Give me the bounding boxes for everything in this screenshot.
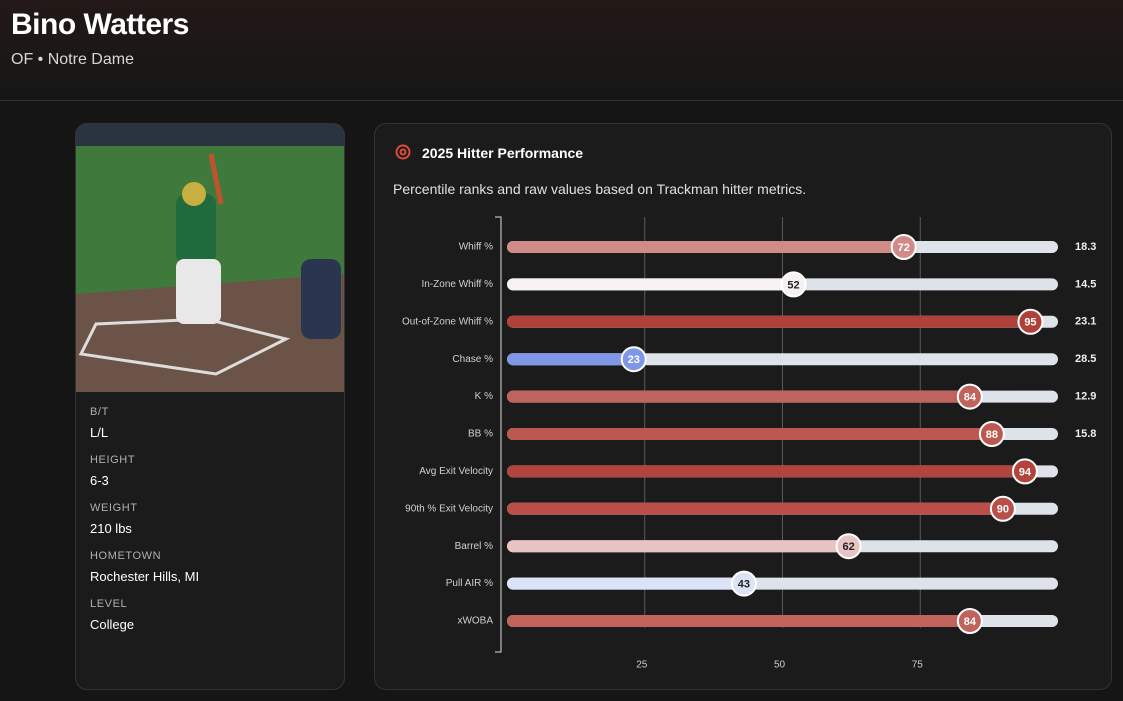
percentile-marker	[978, 421, 1005, 447]
category-label: Avg Exit Velocity	[419, 466, 493, 477]
raw-value: 15.8	[1075, 428, 1096, 440]
player-photo	[76, 124, 344, 392]
percentile-label: 94	[1019, 466, 1032, 478]
field-label: LEVEL	[90, 598, 128, 610]
percentile-marker	[780, 271, 807, 298]
bar	[507, 315, 1031, 328]
chart-subtitle: Percentile ranks and raw values based on…	[393, 181, 807, 197]
field-label: HEIGHT	[90, 454, 136, 466]
percentile-marker	[620, 346, 647, 373]
profile-card: B/T L/L HEIGHT 6-3 WEIGHT 210 lbs HOMETOWN Roch…	[75, 123, 345, 690]
profile-field: HOMETOWN Rochester Hills, MI	[90, 550, 199, 598]
percentile-marker	[1011, 458, 1038, 485]
raw-value: 14.5	[1075, 278, 1096, 290]
raw-value: 23.1	[1075, 316, 1096, 328]
percentile-label: 52	[787, 279, 799, 291]
bar	[507, 278, 794, 291]
field-value: Rochester Hills, MI	[90, 569, 200, 584]
percentile-label: 72	[898, 242, 910, 254]
x-tick-label: 75	[912, 660, 924, 671]
player-name: Bino Watters	[11, 8, 189, 41]
header: Bino Watters OF • Notre Dame	[0, 0, 1123, 101]
field-label: B/T	[90, 406, 109, 418]
x-tick-label: 25	[636, 660, 648, 671]
percentile-label: 88	[986, 429, 998, 441]
profile-fields: B/T L/L HEIGHT 6-3 WEIGHT 210 lbs HOMETOWN Roch…	[90, 406, 199, 646]
percentile-marker	[956, 608, 983, 634]
profile-field: LEVEL College	[90, 598, 199, 646]
percentile-label: 84	[964, 616, 977, 628]
bar	[507, 241, 904, 253]
bar	[507, 502, 1003, 515]
percentile-marker	[1017, 308, 1044, 335]
category-label: Out-of-Zone Whiff %	[402, 316, 493, 327]
chart-title: 2025 Hitter Performance	[422, 145, 584, 161]
profile-field: HEIGHT 6-3	[90, 454, 199, 502]
percentile-label: 43	[738, 579, 750, 591]
category-label: Barrel %	[455, 541, 493, 552]
bar	[507, 353, 634, 366]
bar	[507, 390, 970, 403]
percentile-marker	[956, 383, 983, 410]
category-label: 90th % Exit Velocity	[405, 503, 493, 514]
percentile-marker	[989, 495, 1016, 522]
percentile-label: 62	[842, 541, 854, 553]
field-value: 6-3	[90, 473, 109, 488]
bar	[507, 615, 970, 627]
field-label: HOMETOWN	[90, 550, 162, 562]
player-subtitle: OF • Notre Dame	[11, 51, 134, 68]
percentile-marker	[730, 570, 757, 597]
profile-field: WEIGHT 210 lbs	[90, 502, 199, 550]
target-icon	[395, 144, 411, 160]
raw-value: 28.5	[1075, 353, 1096, 365]
category-label: xWOBA	[457, 616, 493, 627]
category-label: Whiff %	[459, 242, 493, 253]
field-value: 210 lbs	[90, 521, 132, 536]
percentile-label: 95	[1024, 317, 1036, 329]
percentile-marker	[890, 234, 917, 260]
x-tick-label: 50	[774, 660, 786, 671]
profile-field: B/T L/L	[90, 406, 199, 454]
percentile-label: 84	[964, 392, 977, 404]
raw-value: 18.3	[1075, 241, 1096, 253]
field-value: College	[90, 617, 135, 632]
y-axis	[495, 216, 502, 653]
raw-value: 12.9	[1075, 391, 1096, 403]
field-label: WEIGHT	[90, 502, 138, 514]
category-label: Pull AIR %	[446, 578, 493, 589]
bar	[507, 577, 744, 590]
percentile-marker	[835, 533, 862, 560]
percentile-label: 90	[997, 504, 1009, 516]
field-value: L/L	[90, 425, 109, 440]
category-label: BB %	[468, 429, 493, 440]
percentile-label: 23	[628, 354, 640, 366]
bar	[507, 428, 992, 440]
category-label: K %	[475, 391, 493, 402]
category-label: Chase %	[452, 354, 493, 365]
bar	[507, 540, 849, 553]
bar	[507, 465, 1025, 478]
category-label: In-Zone Whiff %	[421, 279, 493, 290]
